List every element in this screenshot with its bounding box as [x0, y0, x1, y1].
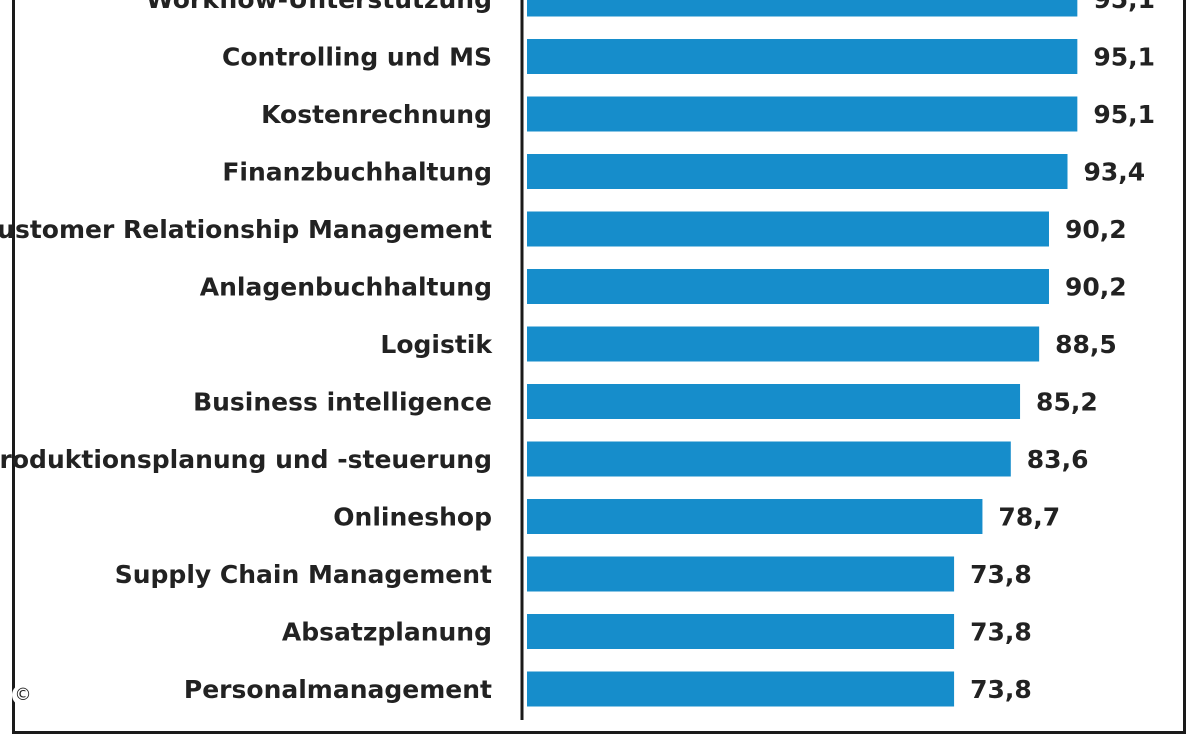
category-label: Supply Chain Management — [115, 560, 492, 589]
bar — [527, 269, 1049, 304]
category-label: Logistik — [380, 330, 493, 359]
category-label: Customer Relationship Management — [0, 215, 492, 244]
category-label: Produktionsplanung und -steuerung — [0, 445, 492, 474]
category-label: Controlling und MS — [222, 43, 492, 72]
bar — [527, 556, 955, 592]
value-label: 85,2 — [1036, 388, 1098, 417]
value-label: 90,2 — [1065, 215, 1127, 244]
bar — [527, 96, 1078, 132]
bar — [527, 326, 1040, 362]
bars-group: Workflow-Unterstützung 95,1 Controlling un… — [0, 0, 1155, 707]
bar — [527, 39, 1078, 74]
bar — [527, 154, 1068, 189]
value-label: 73,8 — [970, 560, 1032, 589]
copyright-icon: © — [12, 684, 34, 706]
category-label: Finanzbuchhaltung — [222, 158, 492, 187]
value-label: 88,5 — [1055, 330, 1117, 359]
value-label: 73,8 — [970, 618, 1032, 647]
category-label: Personalmanagement — [184, 675, 492, 704]
category-label: Onlineshop — [333, 503, 492, 532]
category-label: Business intelligence — [193, 388, 492, 417]
category-label: Kostenrechnung — [261, 100, 492, 129]
bar — [527, 499, 983, 534]
bar — [527, 0, 1078, 17]
category-label: Anlagenbuchhaltung — [200, 273, 492, 302]
value-label: 95,1 — [1093, 0, 1155, 14]
bar — [527, 211, 1049, 247]
value-label: 83,6 — [1027, 445, 1089, 474]
category-label: Absatzplanung — [282, 618, 492, 647]
value-label: 78,7 — [998, 503, 1060, 532]
value-label: 93,4 — [1084, 158, 1146, 187]
bar — [527, 384, 1021, 419]
value-label: 95,1 — [1093, 43, 1155, 72]
bar — [527, 614, 955, 649]
bar — [527, 671, 955, 707]
value-label: 90,2 — [1065, 273, 1127, 302]
value-label: 95,1 — [1093, 100, 1155, 129]
bar — [527, 441, 1011, 477]
value-label: 73,8 — [970, 675, 1032, 704]
category-label: Workflow-Unterstützung — [146, 0, 492, 14]
